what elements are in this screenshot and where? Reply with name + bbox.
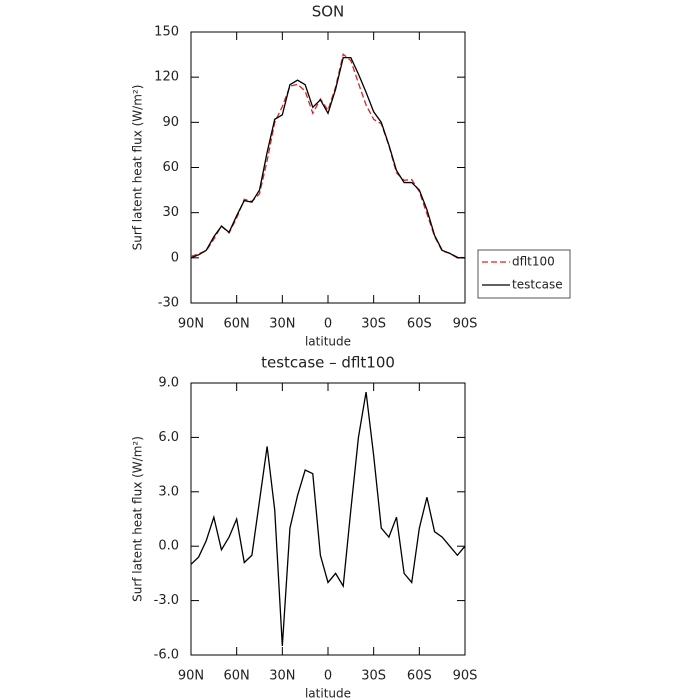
x-tick-label: 60N (224, 317, 250, 332)
x-tick-label: 60N (224, 669, 250, 684)
x-tick-label: 90S (453, 317, 478, 332)
x-tick-label: 0 (324, 669, 332, 684)
legend-box (477, 249, 571, 299)
y-tick-label: -6.0 (154, 648, 179, 663)
y-tick-label: -3.0 (154, 593, 179, 608)
y-tick-label: 30 (162, 205, 179, 220)
x-tick-label: 30N (269, 669, 295, 684)
y-tick-label: 9.0 (158, 376, 179, 391)
x-axis-label: latitude (305, 335, 351, 349)
y-tick-label: 0 (171, 250, 179, 265)
y-tick-label: 3.0 (158, 484, 179, 499)
legend-label: dflt100 (512, 255, 555, 269)
legend-label: testcase (512, 278, 563, 292)
x-axis-label: latitude (305, 687, 351, 700)
chart-title: testcase – dflt100 (261, 354, 395, 372)
x-tick-label: 30N (269, 317, 295, 332)
data-line (190, 391, 466, 646)
y-tick-label: 60 (162, 160, 179, 175)
chart-title: SON (312, 3, 345, 21)
y-axis-label: Surf latent heat flux (W/m²) (131, 436, 145, 602)
x-tick-label: 90N (178, 669, 204, 684)
plot-frame (190, 382, 466, 656)
y-tick-label: 120 (154, 70, 179, 85)
x-tick-label: 30S (361, 669, 386, 684)
x-tick-label: 60S (407, 669, 432, 684)
data-line (190, 56, 465, 259)
y-tick-label: 150 (154, 25, 179, 40)
plot-frame (190, 31, 466, 304)
y-axis-label: Surf latent heat flux (W/m²) (131, 85, 145, 251)
y-tick-label: 0.0 (158, 539, 179, 554)
x-tick-label: 60S (407, 317, 432, 332)
y-tick-label: -30 (158, 296, 179, 311)
x-tick-label: 0 (324, 317, 332, 332)
x-tick-label: 30S (361, 317, 386, 332)
x-tick-label: 90S (453, 669, 478, 684)
y-tick-label: 6.0 (158, 430, 179, 445)
y-tick-label: 90 (162, 115, 179, 130)
data-line (190, 53, 466, 259)
x-tick-label: 90N (178, 317, 204, 332)
